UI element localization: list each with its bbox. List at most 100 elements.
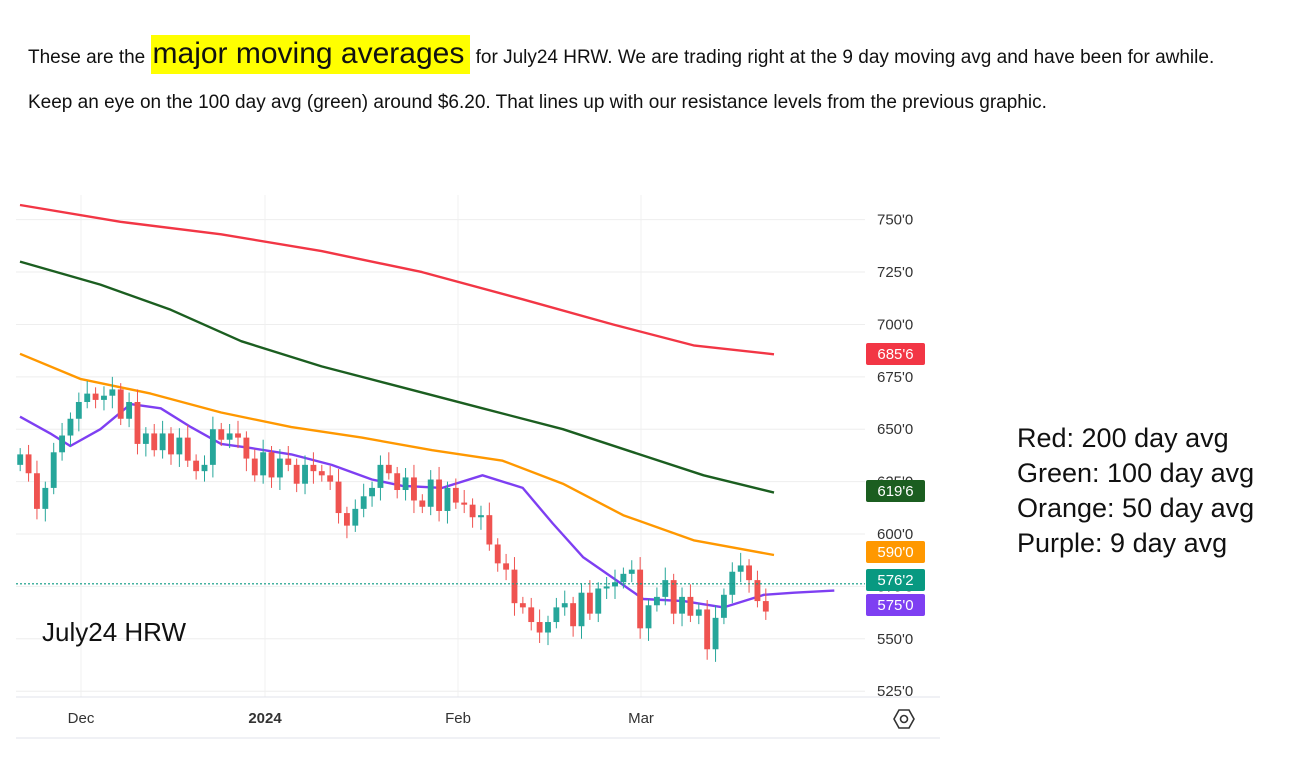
- candle: [142, 427, 149, 457]
- candle: [394, 466, 401, 499]
- candle: [679, 587, 685, 627]
- candle: [486, 502, 493, 551]
- candle-body: [201, 464, 208, 472]
- candle-body: [653, 596, 660, 606]
- series-line-ma200: [19, 203, 775, 356]
- candle-body: [578, 592, 585, 627]
- candle: [235, 420, 241, 449]
- candle-body: [436, 479, 443, 511]
- candle-body: [268, 452, 275, 478]
- price-tag-ma50: 590'0: [866, 541, 925, 563]
- intro-after: for July24 HRW. We are trading right at …: [475, 47, 1215, 68]
- candle-body: [620, 573, 627, 583]
- candle: [25, 444, 32, 482]
- candle-body: [335, 481, 342, 514]
- candle: [318, 464, 325, 482]
- candle-body: [168, 433, 174, 455]
- candle: [578, 583, 585, 639]
- candle: [293, 458, 300, 493]
- candle: [218, 422, 225, 446]
- candle: [360, 483, 367, 518]
- candle: [528, 597, 535, 631]
- intro-line-2: Keep an eye on the 100 day avg (green) a…: [28, 92, 1047, 113]
- moving-average-lines: [19, 203, 835, 609]
- legend-item-red: Red: 200 day avg: [1017, 423, 1229, 453]
- candle-body: [67, 418, 74, 436]
- candle: [59, 422, 66, 461]
- candle: [645, 598, 652, 641]
- candle-body: [293, 464, 300, 484]
- candle: [729, 562, 736, 604]
- candle: [159, 420, 166, 459]
- candle: [260, 439, 267, 484]
- series-line-ma100: [19, 260, 775, 494]
- candle-body: [737, 565, 744, 572]
- y-tick-label: 600'0: [877, 526, 913, 543]
- candle-body: [343, 513, 350, 526]
- candle-body: [411, 477, 417, 501]
- candle-body: [184, 437, 191, 461]
- candle: [586, 580, 593, 620]
- candle-body: [511, 569, 518, 604]
- candle: [720, 588, 727, 625]
- candle: [561, 590, 568, 616]
- candle-body: [503, 563, 510, 570]
- candle-body: [553, 607, 560, 623]
- candle: [687, 584, 694, 623]
- candle-body: [679, 596, 685, 614]
- candle-body: [243, 437, 250, 459]
- candle-body: [377, 464, 384, 488]
- settings-icon[interactable]: [893, 709, 915, 729]
- candle-body: [586, 592, 593, 614]
- candle: [503, 553, 510, 581]
- candle-body: [486, 515, 493, 545]
- candle-body: [536, 622, 543, 633]
- candle: [511, 557, 518, 616]
- price-tag-bg: [866, 541, 925, 563]
- candle: [427, 470, 434, 516]
- intro-line-1: These are the major moving averages for …: [28, 35, 1215, 74]
- candle: [75, 392, 82, 432]
- candle: [335, 469, 342, 524]
- candle: [385, 452, 392, 480]
- candle: [176, 428, 183, 467]
- candle-body: [109, 389, 116, 396]
- candle-body: [327, 475, 334, 482]
- candle: [101, 386, 107, 411]
- candle: [184, 425, 191, 467]
- candle: [369, 481, 375, 507]
- candle-body: [17, 454, 24, 465]
- candle-body: [126, 401, 133, 419]
- candle: [570, 596, 577, 637]
- candle-body: [226, 433, 233, 440]
- candle: [436, 466, 443, 522]
- candle: [553, 597, 560, 629]
- candle-body: [142, 433, 149, 444]
- price-tag-label: 590'0: [877, 544, 913, 561]
- candle-body: [452, 487, 459, 503]
- price-tag-last_price: 576'2: [866, 569, 925, 591]
- highlighted-phrase: major moving averages: [150, 35, 471, 74]
- x-tick-label: 2024: [248, 710, 282, 727]
- price-tag-bg: [866, 480, 925, 502]
- series-line-ma50: [19, 352, 775, 557]
- candle: [276, 449, 283, 491]
- candle-body: [478, 515, 484, 518]
- candle-body: [603, 586, 610, 589]
- x-axis: Dec 2024 Feb Mar: [16, 696, 940, 739]
- price-tag-bg: [866, 594, 925, 616]
- candle: [117, 383, 124, 426]
- candle: [595, 582, 602, 623]
- candle: [411, 464, 417, 514]
- candle-body: [42, 487, 49, 509]
- y-tick-label: 650'0: [877, 421, 913, 438]
- candle-body: [75, 401, 82, 419]
- candle-body: [276, 458, 283, 478]
- candle: [352, 499, 359, 532]
- candle-body: [612, 582, 618, 587]
- candle: [704, 600, 711, 660]
- candle-body: [360, 496, 367, 509]
- candle: [478, 505, 484, 530]
- price-tag-bg: [866, 569, 925, 591]
- candle-body: [704, 609, 711, 650]
